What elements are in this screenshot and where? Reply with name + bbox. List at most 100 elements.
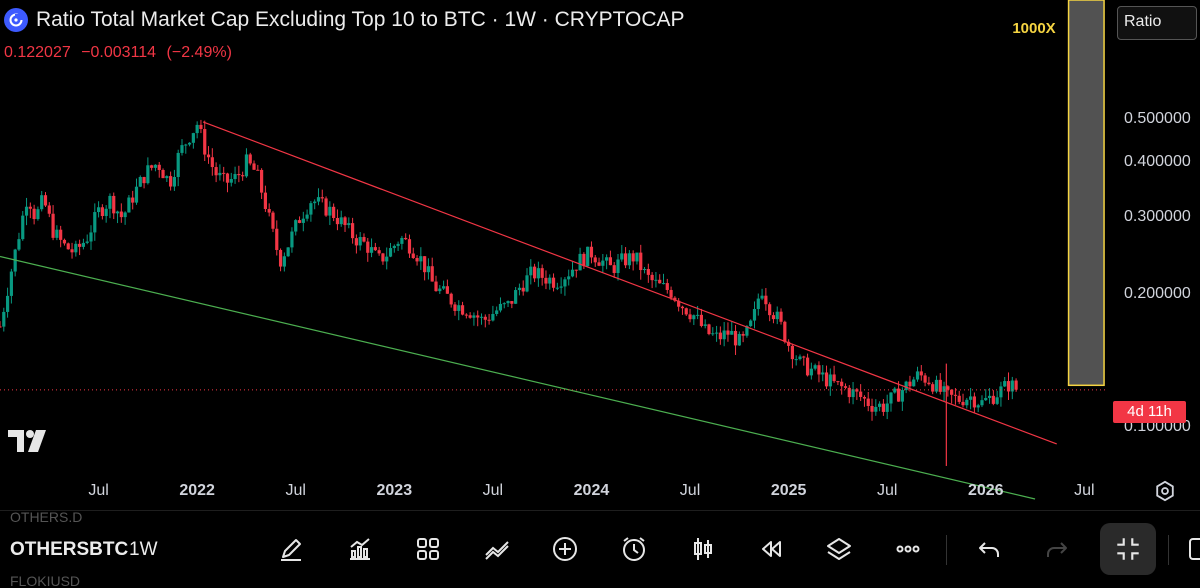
more-icon[interactable] xyxy=(892,533,924,565)
candle-body xyxy=(597,262,601,266)
candle-body xyxy=(639,252,643,271)
target-box-label: 1000X xyxy=(1012,20,1056,37)
candle-body xyxy=(987,395,992,398)
candle-body xyxy=(423,256,427,273)
drawing-pen-icon[interactable] xyxy=(275,533,307,565)
time-tick-label: 2023 xyxy=(376,482,413,499)
candle-body xyxy=(241,175,245,177)
support-trendline xyxy=(0,255,1036,500)
candle-body xyxy=(263,192,267,210)
candle-body xyxy=(28,206,32,209)
candle-body xyxy=(407,239,412,254)
candle-body xyxy=(570,269,575,277)
interval-button[interactable]: 1W xyxy=(129,539,158,560)
time-tick-label: Jul xyxy=(482,482,504,499)
time-tick-label: 2025 xyxy=(770,482,807,499)
trend-tools-icon[interactable] xyxy=(481,533,513,565)
candle-body xyxy=(745,326,749,336)
candle-body xyxy=(138,177,142,187)
candle-body xyxy=(828,374,832,387)
candle-body xyxy=(256,169,260,171)
candle-body xyxy=(184,144,188,146)
toolbar-separator xyxy=(1168,535,1169,565)
settings-icon[interactable] xyxy=(1154,480,1176,502)
indicators-icon[interactable] xyxy=(344,533,376,565)
time-tick-label: 2022 xyxy=(179,482,215,499)
candle-body xyxy=(798,356,802,360)
candle-body xyxy=(278,249,283,267)
candle-body xyxy=(381,253,385,262)
candle-body xyxy=(847,387,851,398)
scale-mode-button[interactable]: Ratio xyxy=(1117,6,1197,40)
undo-icon[interactable] xyxy=(973,533,1005,565)
candle-body xyxy=(161,169,165,179)
redo-icon[interactable] xyxy=(1041,533,1073,565)
candle-body xyxy=(1003,381,1007,387)
candle-body xyxy=(176,152,180,178)
candle-body xyxy=(714,332,719,334)
alert-clock-icon[interactable] xyxy=(618,533,650,565)
chart-area[interactable]: Ratio Total Market Cap Excluding Top 10 … xyxy=(0,0,1200,510)
candle-body xyxy=(24,206,29,216)
candle-body xyxy=(885,403,889,412)
add-icon[interactable] xyxy=(549,533,581,565)
ghost-symbol-above: OTHERS.D xyxy=(10,509,83,525)
time-tick-label: Jul xyxy=(1074,482,1095,499)
candle-body xyxy=(93,212,97,233)
time-tick-label: 2026 xyxy=(967,482,1004,499)
candle-body xyxy=(449,293,453,305)
layers-icon[interactable] xyxy=(823,533,855,565)
candle-body xyxy=(768,304,772,316)
candle-body xyxy=(559,286,563,288)
candle-body xyxy=(1010,380,1014,392)
price-chart[interactable] xyxy=(0,0,1200,510)
candle-body xyxy=(123,212,127,218)
candle-body xyxy=(866,398,870,406)
cryptocap-icon xyxy=(4,8,28,32)
candle-body xyxy=(726,330,730,335)
candle-body xyxy=(187,142,192,145)
extra-panel-icon[interactable] xyxy=(1184,533,1200,565)
candle-body xyxy=(260,169,264,193)
candles-icon[interactable] xyxy=(687,533,719,565)
candle-body xyxy=(40,195,44,210)
candle-body xyxy=(574,269,578,271)
candle-body xyxy=(426,266,431,273)
candle-body xyxy=(392,245,396,249)
replay-icon[interactable] xyxy=(755,533,787,565)
candle-body xyxy=(673,297,677,301)
candle-body xyxy=(529,266,533,276)
candle-body xyxy=(760,295,764,299)
candle-body xyxy=(688,314,692,320)
candle-body xyxy=(66,243,70,250)
candle-body xyxy=(931,384,935,392)
candle-body xyxy=(699,314,704,326)
candle-body xyxy=(521,287,525,292)
candle-body xyxy=(548,277,552,284)
candle-body xyxy=(741,333,745,336)
candle-body xyxy=(658,279,662,284)
candle-body xyxy=(984,397,988,401)
candle-body xyxy=(286,247,290,257)
candle-body xyxy=(832,374,836,382)
symbol-button[interactable]: OTHERSBTC xyxy=(10,539,129,560)
candle-body xyxy=(373,247,377,251)
candle-body xyxy=(642,268,647,271)
candle-body xyxy=(802,356,806,358)
candle-body xyxy=(51,213,55,238)
candle-body xyxy=(654,279,658,281)
candle-body xyxy=(225,173,230,183)
candle-body xyxy=(836,381,840,383)
chart-title[interactable]: Ratio Total Market Cap Excluding Top 10 … xyxy=(36,8,685,31)
tradingview-logo[interactable] xyxy=(8,428,54,454)
candle-body xyxy=(89,232,93,242)
fullscreen-button[interactable] xyxy=(1100,523,1156,575)
candle-body xyxy=(612,265,616,273)
candle-body xyxy=(661,283,666,285)
candle-body xyxy=(938,379,942,392)
candle-body xyxy=(874,406,878,412)
candle-body xyxy=(21,215,25,240)
candle-body xyxy=(650,274,654,281)
layouts-icon[interactable] xyxy=(412,533,444,565)
candle-body xyxy=(749,320,753,327)
